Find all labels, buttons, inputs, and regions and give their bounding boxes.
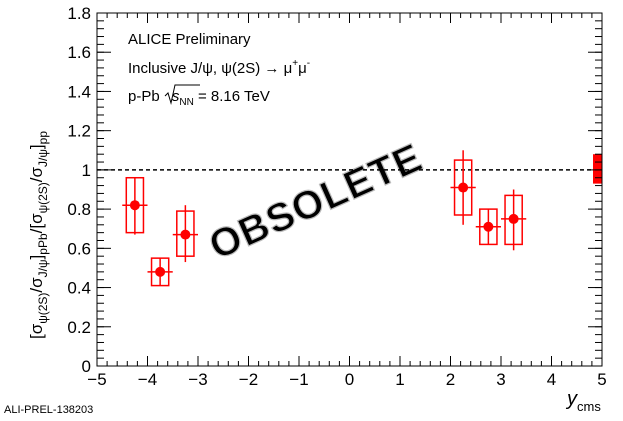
ylabel-mid1: /σ: [27, 277, 46, 293]
ylabel-open2: /[σ: [27, 213, 46, 233]
y-tick-label: 1.8: [67, 4, 91, 23]
ylabel-sub6: pp: [36, 131, 50, 145]
ylabel-open1: [σ: [27, 323, 46, 339]
x-tick-label: −3: [188, 370, 207, 389]
xlabel-sub: cms: [577, 399, 601, 414]
data-point: [129, 200, 140, 211]
ylabel-close1: ]: [27, 255, 46, 260]
ylabel-sub4: ψ(2S): [36, 182, 50, 213]
y-tick-label: 1.6: [67, 43, 91, 62]
data-point: [180, 229, 191, 240]
legend-line-2-sup1: +: [292, 58, 298, 69]
y-tick-label: 0.4: [67, 279, 91, 298]
legend-line-3: p-Pb sNN = 8.16 TeV: [128, 88, 270, 108]
legend-line-2: Inclusive J/ψ, ψ(2S) → μ+μ-: [128, 58, 310, 77]
watermark-text: OBSOLETE: [203, 135, 429, 268]
legend-line-3-prefix: p-Pb: [128, 88, 164, 105]
x-tick-label: 2: [446, 370, 455, 389]
y-tick-label: 1.2: [67, 122, 91, 141]
y-tick-label: 1: [82, 161, 91, 180]
x-tick-label: 0: [345, 370, 354, 389]
preprint-id: ALI-PREL-138203: [4, 404, 93, 416]
data-marks: [97, 150, 602, 287]
x-axis-label: ycms: [565, 388, 601, 414]
sqrt-sign: [164, 84, 200, 105]
y-tick-label: 0.6: [67, 239, 91, 258]
legend-line-2-mid: μ: [298, 60, 307, 77]
global-uncertainty-box: [593, 154, 602, 184]
axes: −5 −4 −3 −2 −1 0 1 2 3 4 5 0 0.2 0.4 0.6 0.8 1 1.2 1.4 1.6 1…: [67, 4, 606, 389]
legend: ALICE Preliminary Inclusive J/ψ, ψ(2S) →…: [128, 31, 310, 108]
x-tick-label: −2: [239, 370, 258, 389]
ylabel-close2: ]: [27, 144, 46, 149]
legend-line-2-sup2: -: [307, 58, 310, 69]
x-tick-label: 4: [547, 370, 556, 389]
x-tick-label: −1: [289, 370, 308, 389]
ylabel-sub5: J/ψ: [36, 149, 50, 167]
y-tick-label: 0: [82, 357, 91, 376]
ylabel-sub3: pPb: [36, 233, 50, 255]
legend-line-3-s: s: [172, 88, 180, 105]
legend-line-3-sub: NN: [179, 97, 193, 108]
x-tick-label: 1: [395, 370, 404, 389]
ylabel-sub2: J/ψ: [36, 259, 50, 277]
x-tick-label: −4: [138, 370, 157, 389]
data-point: [155, 266, 166, 277]
x-tick-label: −5: [87, 370, 106, 389]
legend-line-1: ALICE Preliminary: [128, 31, 251, 48]
legend-line-3-suffix: = 8.16 TeV: [194, 88, 270, 105]
x-tick-label: 5: [597, 370, 606, 389]
y-tick-label: 1.4: [67, 82, 91, 101]
legend-line-2-prefix: Inclusive J/ψ, ψ(2S) → μ: [128, 60, 292, 77]
ylabel-sub1: ψ(2S): [36, 293, 50, 324]
y-axis-label: [σψ(2S)/σJ/ψ]pPb/[σψ(2S)/σJ/ψ]pp: [27, 131, 50, 339]
y-tick-label: 0.8: [67, 200, 91, 219]
ylabel-mid2: /σ: [27, 166, 46, 182]
y-tick-label: 0.2: [67, 318, 91, 337]
x-tick-label: 3: [496, 370, 505, 389]
data-point: [458, 182, 469, 193]
data-point: [508, 213, 519, 224]
xlabel-main: y: [565, 388, 578, 410]
data-point: [483, 221, 494, 232]
